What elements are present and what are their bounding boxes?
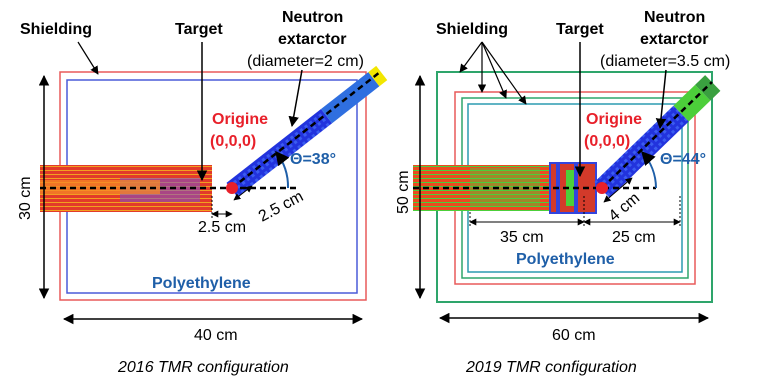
extractor-arrow — [655, 69, 667, 130]
extractor-axis-line — [601, 81, 713, 189]
dim-horiz-label: 2.5 cm — [198, 219, 246, 236]
target-label: Target — [175, 21, 223, 38]
shielding-arrow-3 — [481, 41, 507, 99]
theta-arc — [275, 150, 290, 189]
extractor-arrow — [288, 69, 303, 128]
shielding-arrow-1 — [459, 41, 483, 73]
shielding-label: Shielding — [436, 21, 508, 38]
neutron-label-line1: Neutron — [282, 9, 343, 26]
dim-4-line — [603, 177, 633, 203]
caption-2019: 2019 TMR configuration — [465, 359, 637, 376]
target-label: Target — [556, 21, 604, 38]
origin-point — [596, 182, 608, 194]
origine-label: Origine — [212, 111, 268, 128]
dim-diag-label: 2.5 cm — [256, 188, 306, 226]
extractor-axis-line — [231, 71, 381, 189]
neutron-label-line2: extarctor — [640, 31, 708, 48]
neutron-label-line2: extarctor — [278, 31, 346, 48]
origin-coords-label: (0,0,0) — [210, 133, 256, 150]
theta-label: Θ=38° — [290, 151, 336, 168]
theta-label: Θ=44° — [660, 151, 706, 168]
shielding-label: Shielding — [20, 21, 92, 38]
height-label: 50 cm — [395, 170, 412, 214]
width-label: 40 cm — [194, 327, 238, 344]
panel-2016: Shielding Target Neutron extarctor (diam… — [17, 9, 388, 376]
panel-2019: Shielding Target Neutron extarctor (diam… — [395, 9, 730, 376]
extractor-gap-dimension — [233, 185, 253, 201]
height-label: 30 cm — [17, 176, 34, 220]
dim-35-label: 35 cm — [500, 229, 544, 246]
neutron-extractor — [226, 65, 388, 198]
diameter-label: (diameter=3.5 cm) — [600, 53, 730, 70]
origin-coords-label: (0,0,0) — [584, 133, 630, 150]
shielding-arrow — [77, 41, 99, 75]
theta-arc — [641, 150, 657, 189]
polyethylene-label: Polyethylene — [516, 251, 615, 268]
neutron-label-line1: Neutron — [644, 9, 705, 26]
caption-2016: 2016 TMR configuration — [117, 359, 289, 376]
origine-label: Origine — [586, 111, 642, 128]
origin-point — [226, 182, 238, 194]
shielding-arrow-4 — [481, 41, 527, 105]
diameter-label: (diameter=2 cm) — [247, 53, 364, 70]
dim-25-label: 25 cm — [612, 229, 656, 246]
polyethylene-label: Polyethylene — [152, 275, 251, 292]
width-label: 60 cm — [552, 327, 596, 344]
